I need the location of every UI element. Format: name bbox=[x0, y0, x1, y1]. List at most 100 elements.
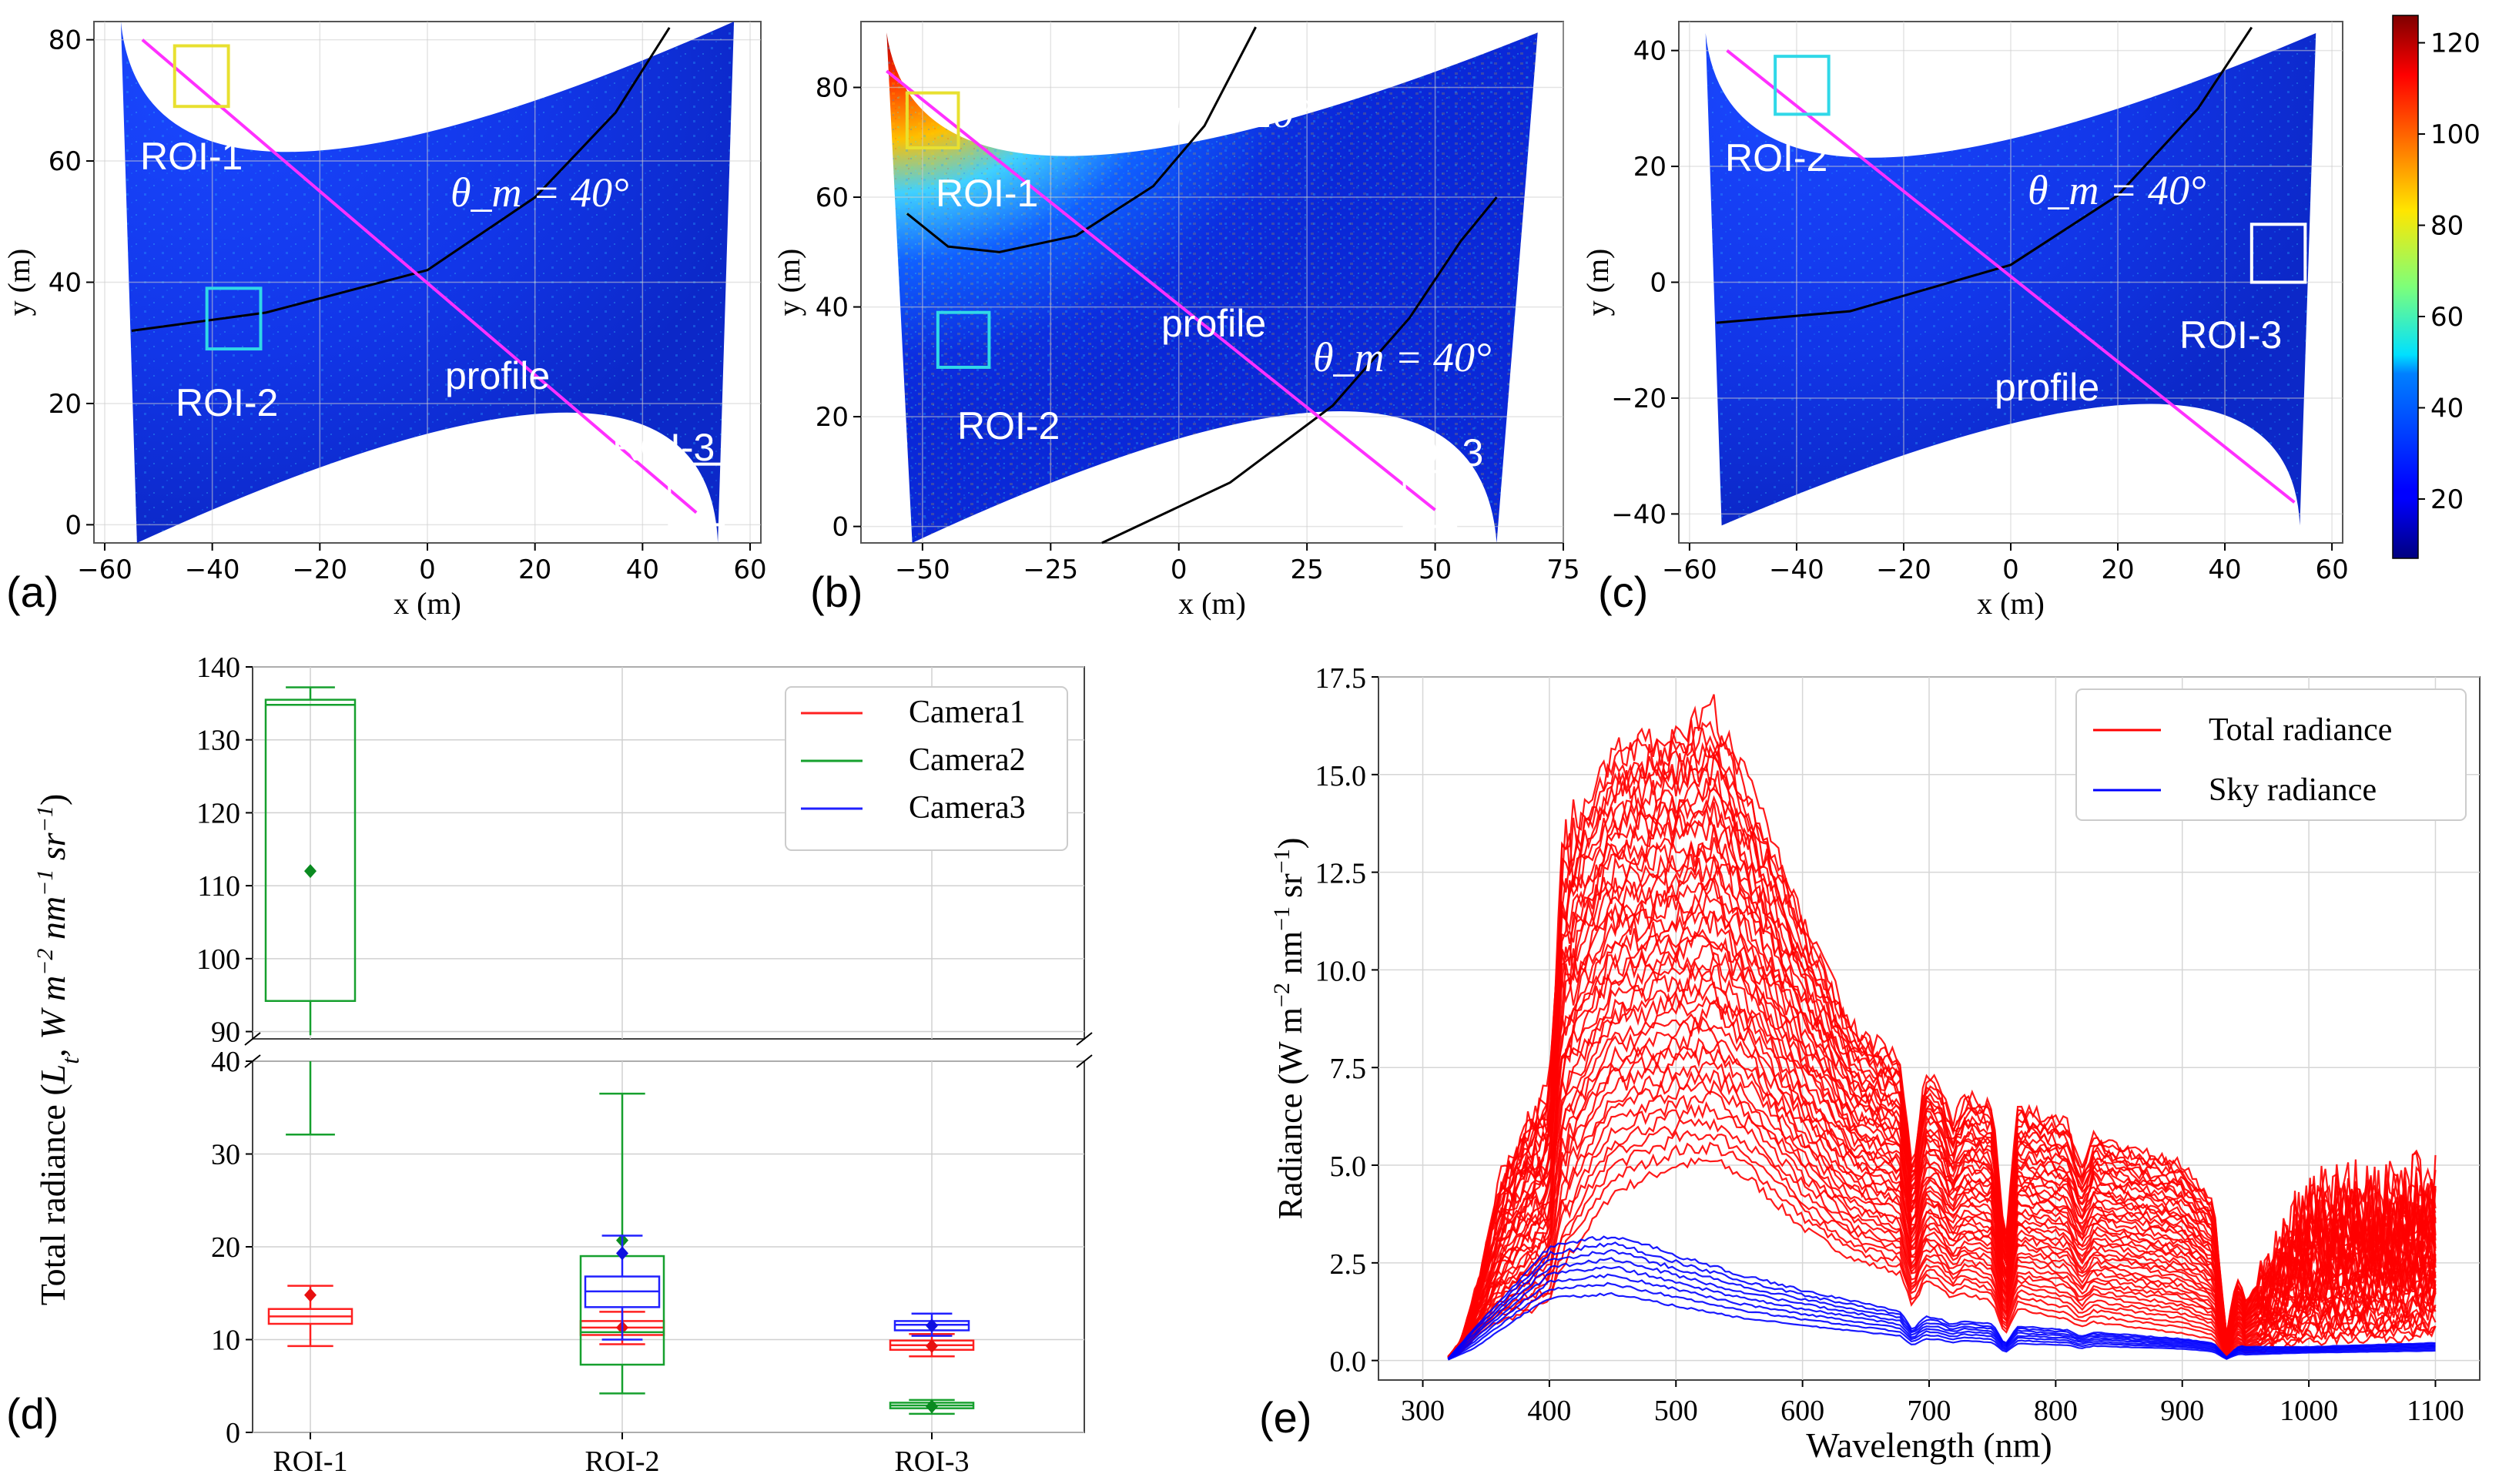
y-tick-label: 130 bbox=[196, 725, 240, 757]
y-tick-label: 40 bbox=[49, 268, 82, 299]
y-tick-label: 140 bbox=[196, 652, 240, 684]
series-total-radiance bbox=[1447, 694, 2437, 1360]
roi-box bbox=[2249, 223, 2307, 284]
spectrum-line bbox=[1447, 1157, 2436, 1360]
y-axis-label-part: ) bbox=[1271, 838, 1309, 849]
y-tick-label: 15.0 bbox=[1315, 760, 1367, 792]
mean-marker bbox=[926, 1338, 938, 1353]
legend-label: Camera2 bbox=[909, 742, 1026, 778]
theta1-label: θ_m = 20° bbox=[1132, 90, 1311, 136]
x-axis-label: Wavelength (nm) bbox=[1806, 1425, 2052, 1465]
x-tick-label: 40 bbox=[2208, 554, 2241, 585]
y-tick-label: 17.5 bbox=[1315, 662, 1367, 695]
x-tick-label: −40 bbox=[185, 554, 240, 585]
x-category-label: ROI-2 bbox=[585, 1445, 659, 1478]
theta-contour bbox=[906, 26, 1257, 253]
y-axis-label-part: sr bbox=[1271, 873, 1309, 906]
y-axis-label-part: L bbox=[33, 1064, 72, 1085]
y-tick-label: 100 bbox=[196, 943, 240, 976]
y-tick-label: 0 bbox=[226, 1417, 240, 1449]
y-axis-label-part: Radiance (W m bbox=[1271, 1007, 1309, 1219]
legend-label: Total radiance bbox=[2209, 712, 2392, 748]
roi1-label: ROI-1 bbox=[936, 172, 1038, 215]
theta-contour bbox=[1101, 196, 1498, 544]
roi3-label: ROI-3 bbox=[612, 426, 715, 469]
spectrum-line bbox=[1447, 891, 2437, 1358]
spectrum-line bbox=[1447, 1248, 2436, 1360]
spectrum-line bbox=[1447, 1100, 2437, 1359]
y-axis-label-part: −1 bbox=[1269, 906, 1295, 931]
x-tick-label: 600 bbox=[1780, 1395, 1824, 1427]
y-axis-label-part: nm bbox=[1271, 931, 1309, 983]
y-axis-label: y (m) bbox=[2, 249, 36, 317]
spectrum-line bbox=[1447, 970, 2437, 1358]
y-tick-label: 80 bbox=[49, 25, 82, 56]
mean-marker bbox=[304, 864, 317, 879]
y-tick-label: 60 bbox=[816, 183, 849, 213]
y-tick-label: −40 bbox=[1611, 499, 1667, 530]
x-tick-label: 900 bbox=[2160, 1395, 2204, 1427]
y-tick-label: 20 bbox=[1633, 152, 1667, 183]
spectrum-line bbox=[1447, 1079, 2437, 1359]
y-axis-label-part: −2 bbox=[1269, 983, 1295, 1007]
y-axis-label-part: −1 bbox=[1269, 849, 1295, 873]
y-tick-label: 20 bbox=[211, 1231, 240, 1264]
panel-label: (c) bbox=[1598, 568, 1648, 616]
y-axis-label: Radiance (W m−2 nm−1 sr−1) bbox=[1269, 838, 1310, 1220]
legend-label: Sky radiance bbox=[2209, 772, 2377, 808]
box-iqr bbox=[264, 698, 357, 1003]
theta-contour bbox=[131, 27, 671, 332]
x-axis-label: x (m) bbox=[394, 586, 461, 621]
x-tick-label: 500 bbox=[1654, 1395, 1698, 1427]
x-tick-label: 1000 bbox=[2280, 1395, 2338, 1427]
theta-contour bbox=[1716, 26, 2253, 324]
colorbar-tick-label: 40 bbox=[2430, 393, 2464, 424]
x-tick-label: 700 bbox=[1908, 1395, 1951, 1427]
y-tick-label: 20 bbox=[816, 402, 849, 433]
panel-label: (d) bbox=[6, 1389, 59, 1438]
x-tick-label: −50 bbox=[895, 554, 950, 585]
y-tick-label: 5.0 bbox=[1330, 1151, 1367, 1183]
spectrum-line bbox=[1447, 1069, 2437, 1359]
y-tick-label: 10.0 bbox=[1315, 955, 1367, 987]
x-tick-label: −20 bbox=[292, 554, 347, 585]
y-tick-label: 40 bbox=[211, 1046, 240, 1078]
y-axis-label-part: −1 bbox=[32, 806, 58, 832]
axis-break-mark bbox=[1076, 1032, 1093, 1046]
y-axis-label-part: Total radiance ( bbox=[33, 1084, 72, 1305]
y-axis-label-part: sr bbox=[33, 832, 72, 869]
roi-box bbox=[173, 44, 230, 109]
mean-marker bbox=[926, 1399, 938, 1414]
mean-marker bbox=[926, 1318, 938, 1333]
x-tick-label: 40 bbox=[626, 554, 659, 585]
axis-break-mark bbox=[1076, 1054, 1093, 1068]
box-Camera3-ROI-2 bbox=[584, 1234, 661, 1341]
y-axis-label-part: t bbox=[56, 1057, 84, 1064]
x-tick-label: 0 bbox=[1171, 554, 1188, 585]
y-tick-label: 60 bbox=[49, 146, 82, 177]
y-tick-label: 120 bbox=[196, 797, 240, 829]
y-axis-label-part: nm bbox=[33, 896, 72, 949]
roi-box bbox=[936, 310, 991, 369]
x-tick-label: −60 bbox=[1662, 554, 1717, 585]
profile-label: profile bbox=[445, 354, 550, 397]
x-axis-label: x (m) bbox=[1977, 586, 2045, 621]
x-tick-label: −40 bbox=[1769, 554, 1824, 585]
x-tick-label: 800 bbox=[2034, 1395, 2078, 1427]
y-tick-label: 80 bbox=[816, 73, 849, 104]
x-tick-label: 75 bbox=[1546, 554, 1579, 585]
colorbar-tick-label: 80 bbox=[2430, 211, 2464, 242]
x-tick-label: 60 bbox=[733, 554, 766, 585]
theta-label: θ_m = 40° bbox=[2028, 167, 2206, 213]
theta2-label: θ_m = 40° bbox=[1313, 334, 1492, 380]
panel-e: 300 400 500 600 700 800 900 1000 1100 0.0 2.5 5.0 7.… bbox=[1259, 662, 2481, 1465]
y-axis-label-part: , W m bbox=[33, 976, 72, 1057]
y-axis-label: y (m) bbox=[1580, 249, 1615, 317]
roi-box bbox=[668, 462, 725, 527]
spectrum-line bbox=[1447, 1235, 2436, 1359]
profile-label: profile bbox=[1995, 366, 2099, 409]
spectrum-line bbox=[1447, 1241, 2436, 1360]
y-tick-label: 10 bbox=[211, 1325, 240, 1357]
panel-label: (e) bbox=[1259, 1393, 1311, 1442]
